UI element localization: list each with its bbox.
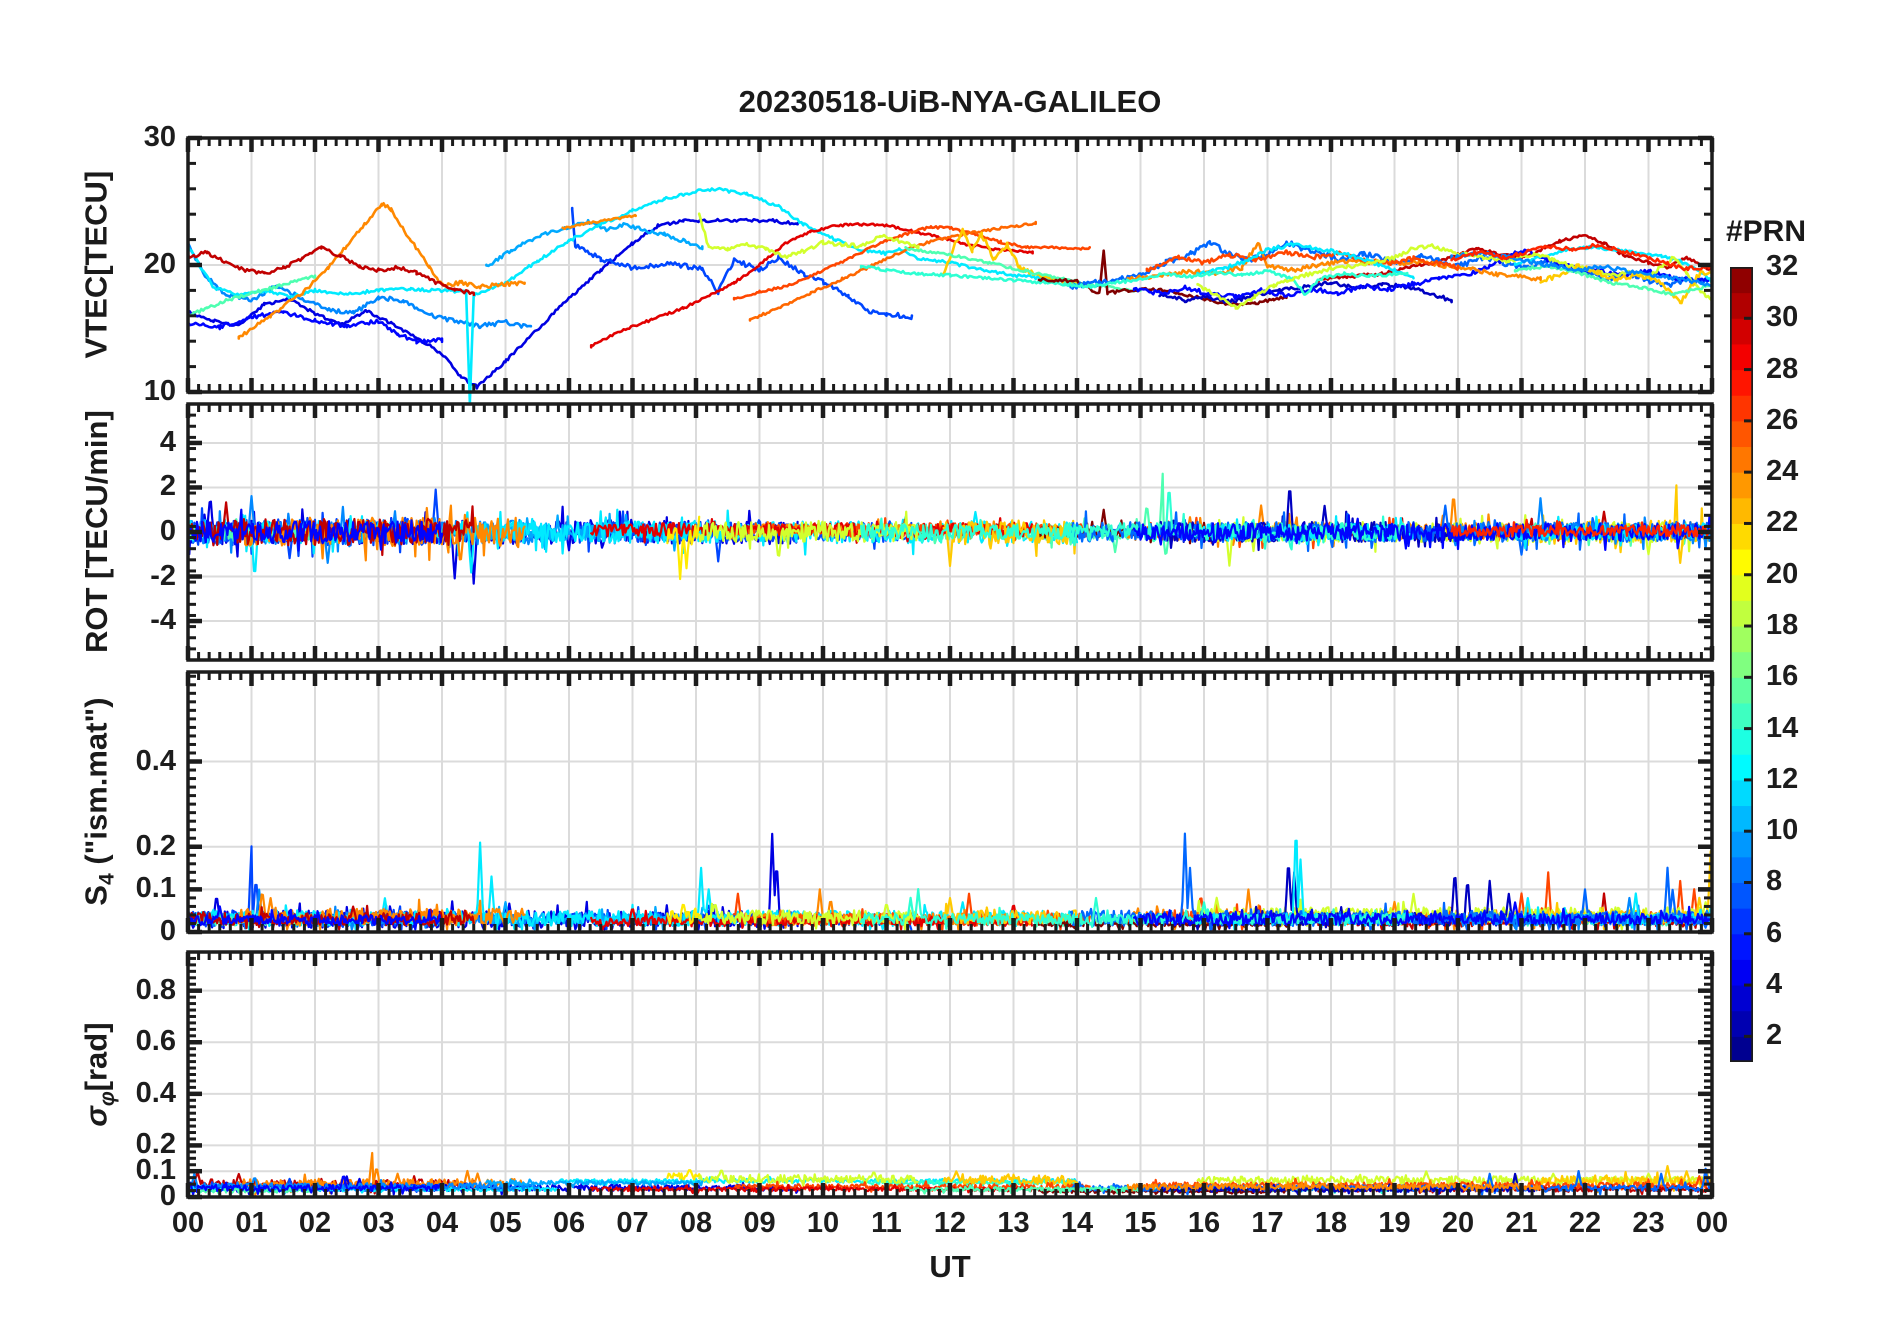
- x-tick-label: 13: [997, 1207, 1030, 1239]
- colorbar-tick-label: 20: [1766, 557, 1799, 590]
- x-tick-label: 20: [1441, 1207, 1475, 1239]
- colorbar-tick-label: 2: [1766, 1019, 1783, 1052]
- x-tick-label: 05: [489, 1207, 522, 1239]
- x-tick-label: 07: [616, 1207, 649, 1239]
- colorbar-tick-label: 8: [1766, 865, 1783, 898]
- y-tick-label: 20: [143, 248, 176, 280]
- colorbar-tick-label: 16: [1766, 660, 1799, 693]
- colorbar-tick-label: 10: [1766, 814, 1799, 847]
- y-tick-label: 0.8: [135, 973, 176, 1006]
- y-tick-label: 10: [143, 375, 176, 407]
- x-tick-label: 03: [362, 1207, 395, 1239]
- y-tick-label: 0.1: [135, 1154, 176, 1187]
- colorbar-tick-label: 22: [1766, 506, 1799, 539]
- colorbar-tick-label: 32: [1766, 250, 1799, 282]
- y-tick-label: 0.2: [135, 1128, 176, 1161]
- x-axis-title: UT: [929, 1249, 971, 1284]
- colorbar-tick-label: 24: [1766, 455, 1799, 488]
- colorbar-tick-label: 6: [1766, 916, 1783, 949]
- x-tick-label: 17: [1251, 1207, 1284, 1239]
- colorbar-tick-label: 18: [1766, 609, 1799, 642]
- x-tick-label: 16: [1187, 1207, 1221, 1239]
- colorbar-tick-label: 28: [1766, 352, 1799, 385]
- colorbar-tick-label: 4: [1766, 968, 1783, 1001]
- y-tick-label: 0: [159, 1180, 176, 1212]
- y-tick-label: 0.2: [135, 829, 176, 862]
- x-tick-label: 06: [552, 1207, 586, 1239]
- colorbar-tick-label: 14: [1766, 711, 1799, 744]
- colorbar-gradient: [1728, 265, 1755, 1064]
- x-tick-label: 18: [1314, 1207, 1348, 1239]
- chart-title: 20230518-UiB-NYA-GALILEO: [738, 84, 1162, 119]
- x-tick-label: 21: [1505, 1207, 1538, 1239]
- ylabel-text: σ: [78, 1106, 114, 1127]
- y-tick-label: 4: [159, 425, 176, 458]
- colorbar-tick-label: 12: [1766, 762, 1799, 795]
- x-tick-label: 14: [1060, 1207, 1094, 1239]
- y-tick-label: 0.1: [135, 872, 176, 905]
- x-tick-label: 12: [933, 1207, 967, 1239]
- colorbar: [1728, 265, 1755, 1064]
- colorbar-title: #PRN: [1725, 215, 1807, 248]
- y-tick-label: 0: [159, 515, 176, 547]
- x-tick-label: 00: [171, 1207, 205, 1239]
- sigma_phi-plot: [185, 950, 1715, 1200]
- rot-plot: [185, 402, 1715, 662]
- x-tick-label: 10: [806, 1207, 840, 1239]
- x-tick-label: 04: [425, 1207, 459, 1239]
- y-tick-label: 0.4: [135, 1076, 176, 1109]
- x-tick-label: 23: [1632, 1207, 1665, 1239]
- y-tick-label: -2: [150, 559, 176, 592]
- x-tick-label: 02: [298, 1207, 332, 1239]
- y-tick-label: 0: [159, 915, 176, 947]
- x-tick-label: 00: [1695, 1207, 1729, 1239]
- y-tick-label: -4: [150, 604, 176, 637]
- s4-plot: [185, 670, 1715, 935]
- x-tick-label: 22: [1568, 1207, 1602, 1239]
- x-tick-label: 01: [235, 1207, 268, 1239]
- x-tick-label: 15: [1124, 1207, 1157, 1239]
- y-tick-label: 30: [143, 121, 176, 153]
- x-tick-label: 11: [871, 1207, 902, 1239]
- x-tick-label: 09: [743, 1207, 776, 1239]
- y-tick-label: 2: [159, 470, 176, 503]
- vtec-plot: [185, 135, 1715, 405]
- x-tick-label: 08: [679, 1207, 713, 1239]
- colorbar-tick-label: 26: [1766, 403, 1799, 436]
- y-tick-label: 0.4: [135, 744, 176, 777]
- colorbar-tick-label: 30: [1766, 301, 1799, 334]
- y-tick-label: 0.6: [135, 1025, 176, 1058]
- x-tick-label: 19: [1378, 1207, 1411, 1239]
